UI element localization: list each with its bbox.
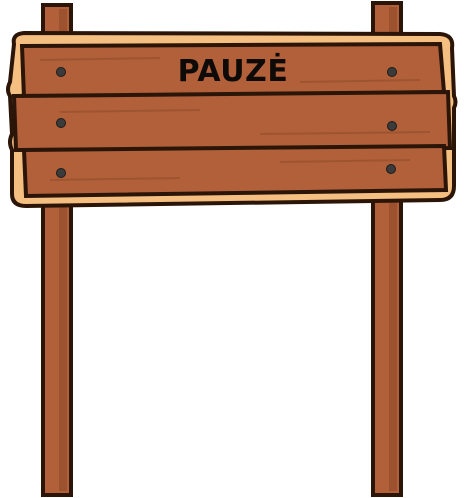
nail-icon [387,121,397,131]
sign-title: PAUZĖ [177,54,289,89]
nail-icon [56,168,66,178]
plank-bottom [21,143,449,199]
nail-icon [56,118,66,128]
nail-icon [56,67,66,77]
nail-icon [387,67,397,77]
nails [56,67,397,178]
plank-middle [11,89,453,153]
wood-grain [39,57,431,181]
nail-icon [386,164,396,174]
